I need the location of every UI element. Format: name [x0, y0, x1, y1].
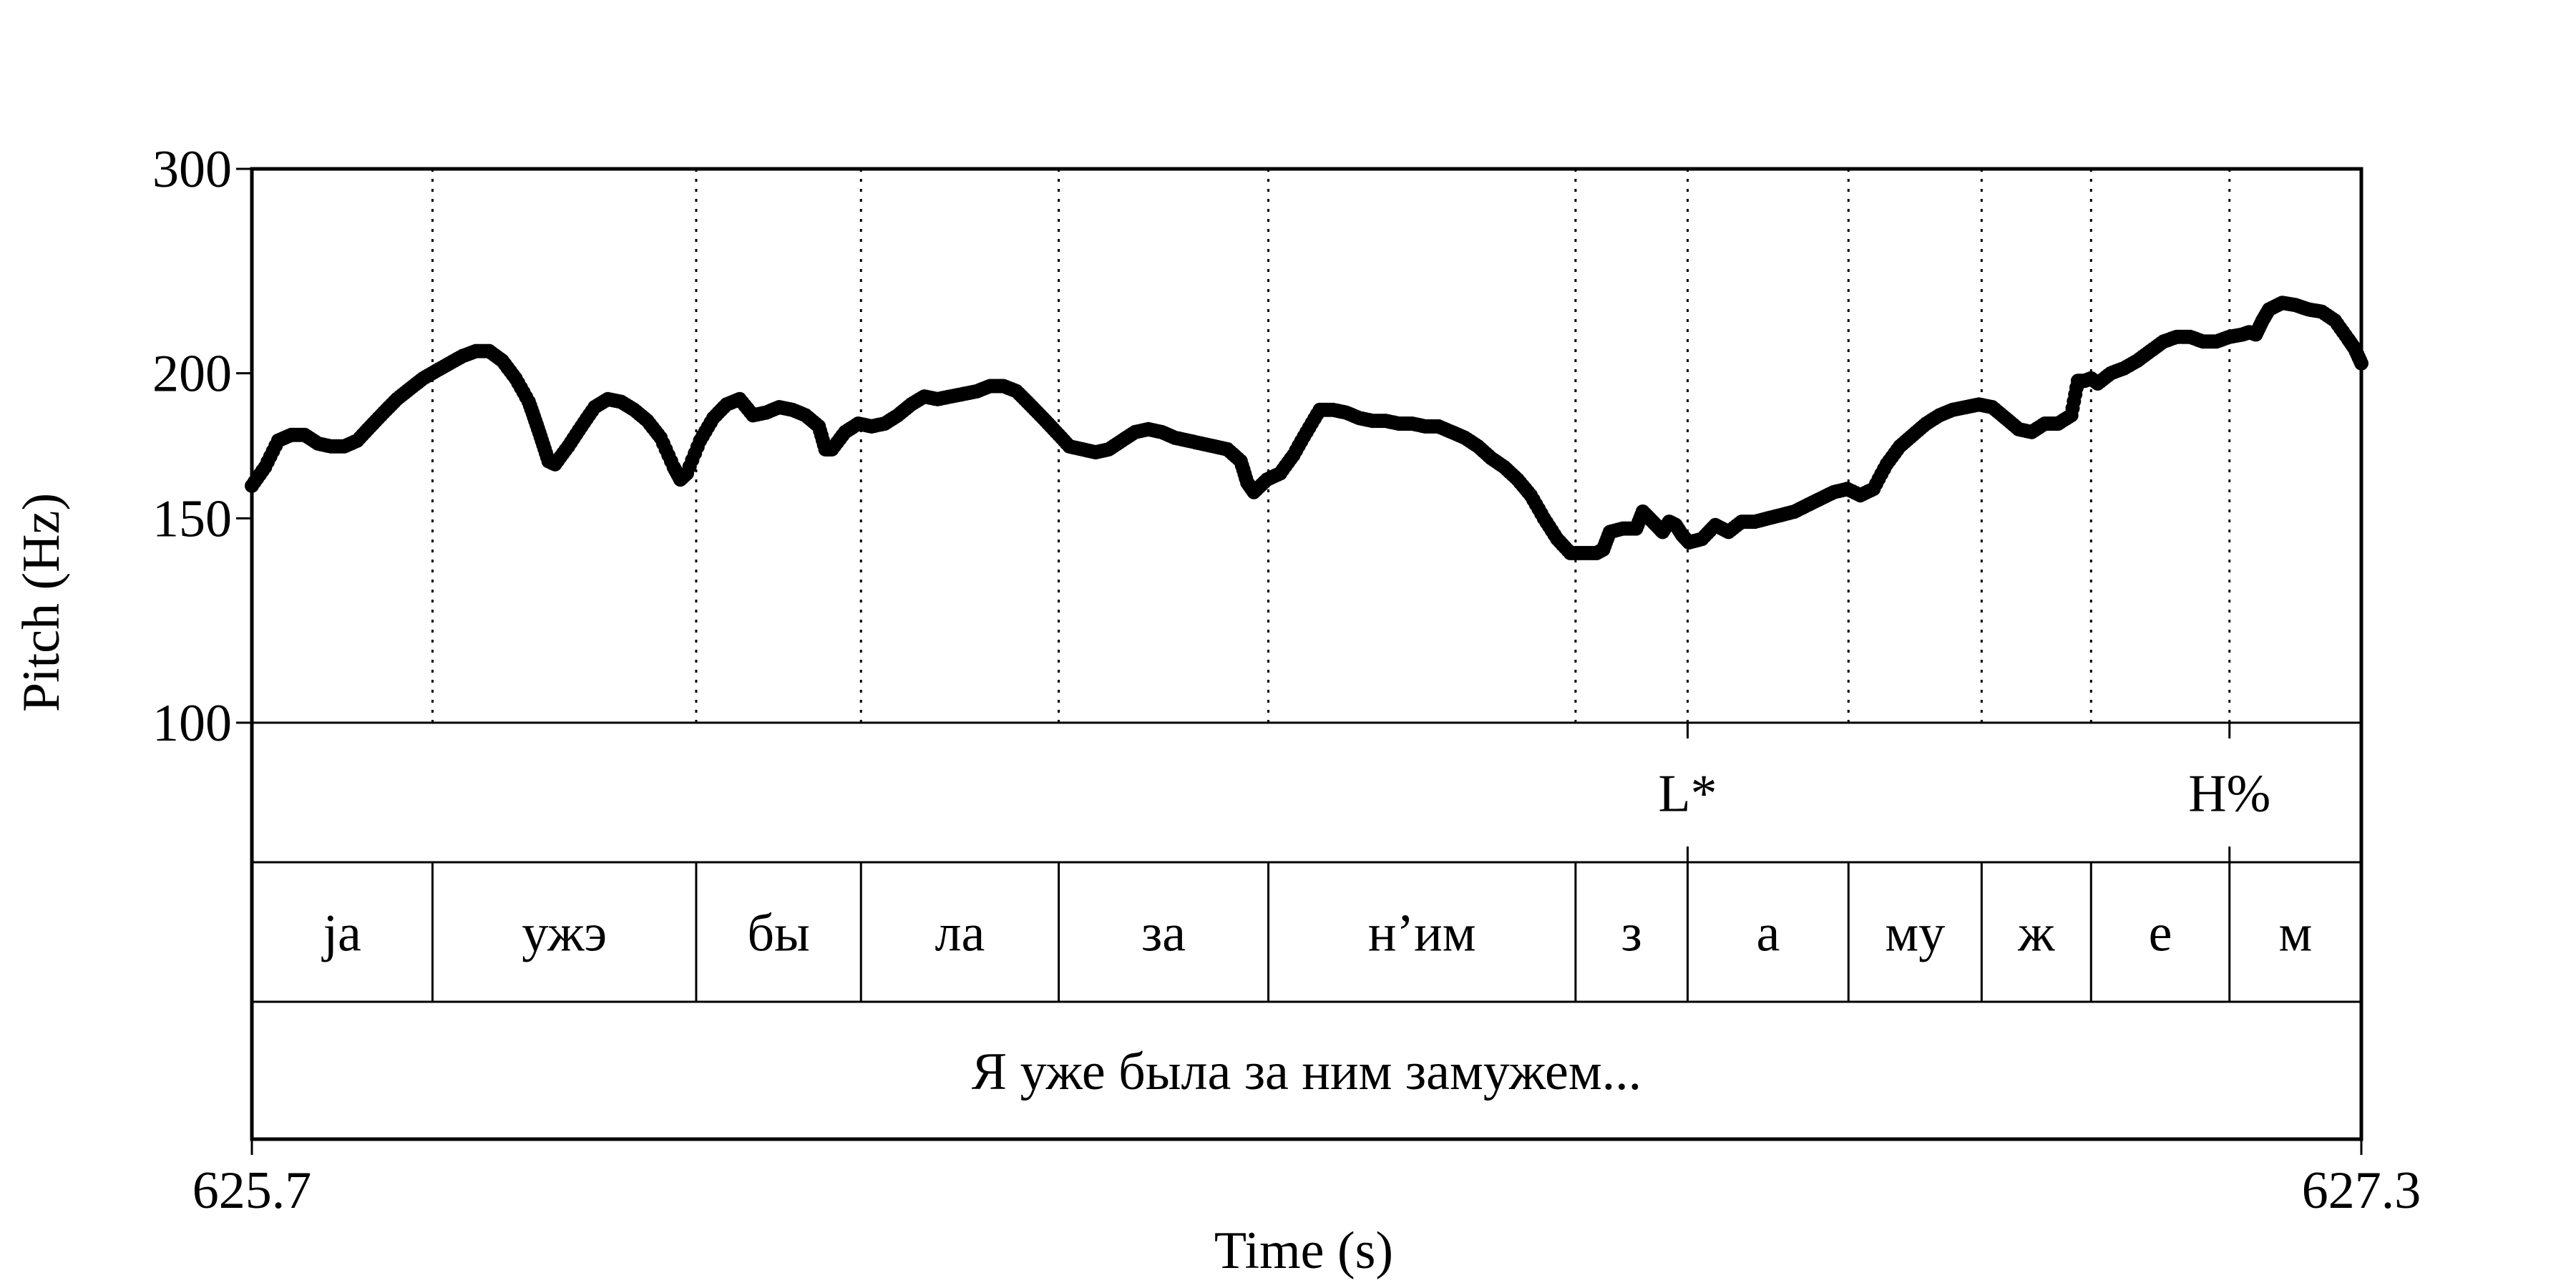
tier-labels: L* H%ja ужэ бы ла за н’им з а му ж е мЯ уже была за … — [321, 765, 2313, 1102]
segment-label-7: а — [1756, 904, 1780, 963]
segment-label-1: ужэ — [522, 904, 607, 963]
sentence-label-0: Я уже была за ним замужем... — [972, 1043, 1641, 1101]
segment-label-6: з — [1621, 904, 1642, 963]
segment-label-3: ла — [935, 904, 985, 963]
segment-label-5: н’им — [1368, 904, 1476, 963]
tone-label-1: H% — [2188, 765, 2270, 824]
plot-frame — [250, 167, 2363, 1141]
x-tick-label-start: 625.7 — [192, 1161, 312, 1220]
tone-label-0: L* — [1658, 765, 1717, 824]
pitch-contour — [245, 296, 2368, 560]
segment-label-9: ж — [2017, 904, 2055, 963]
segment-label-0: ja — [321, 904, 361, 963]
tier-dividers — [252, 721, 2361, 1003]
y-tick-label-2: 200 — [152, 345, 232, 404]
segment-label-8: му — [1885, 904, 1945, 963]
y-axis-title: Pitch (Hz) — [12, 493, 71, 712]
y-tick-label-3: 300 — [152, 140, 232, 199]
y-tick-label-1: 150 — [152, 489, 232, 548]
segment-boundaries — [431, 169, 2231, 1002]
x-tick-label-end: 627.3 — [2302, 1161, 2421, 1220]
segment-label-11: м — [2278, 904, 2312, 963]
y-tick-label-0: 100 — [152, 694, 232, 753]
segment-label-4: за — [1141, 904, 1186, 963]
segment-label-10: е — [2149, 904, 2172, 963]
segment-label-2: бы — [747, 904, 809, 963]
x-axis-title: Time (s) — [1214, 1221, 1393, 1280]
frame-rect — [250, 167, 2363, 1141]
y-axis-ticks: 100 150 200 300 — [152, 140, 2363, 1155]
